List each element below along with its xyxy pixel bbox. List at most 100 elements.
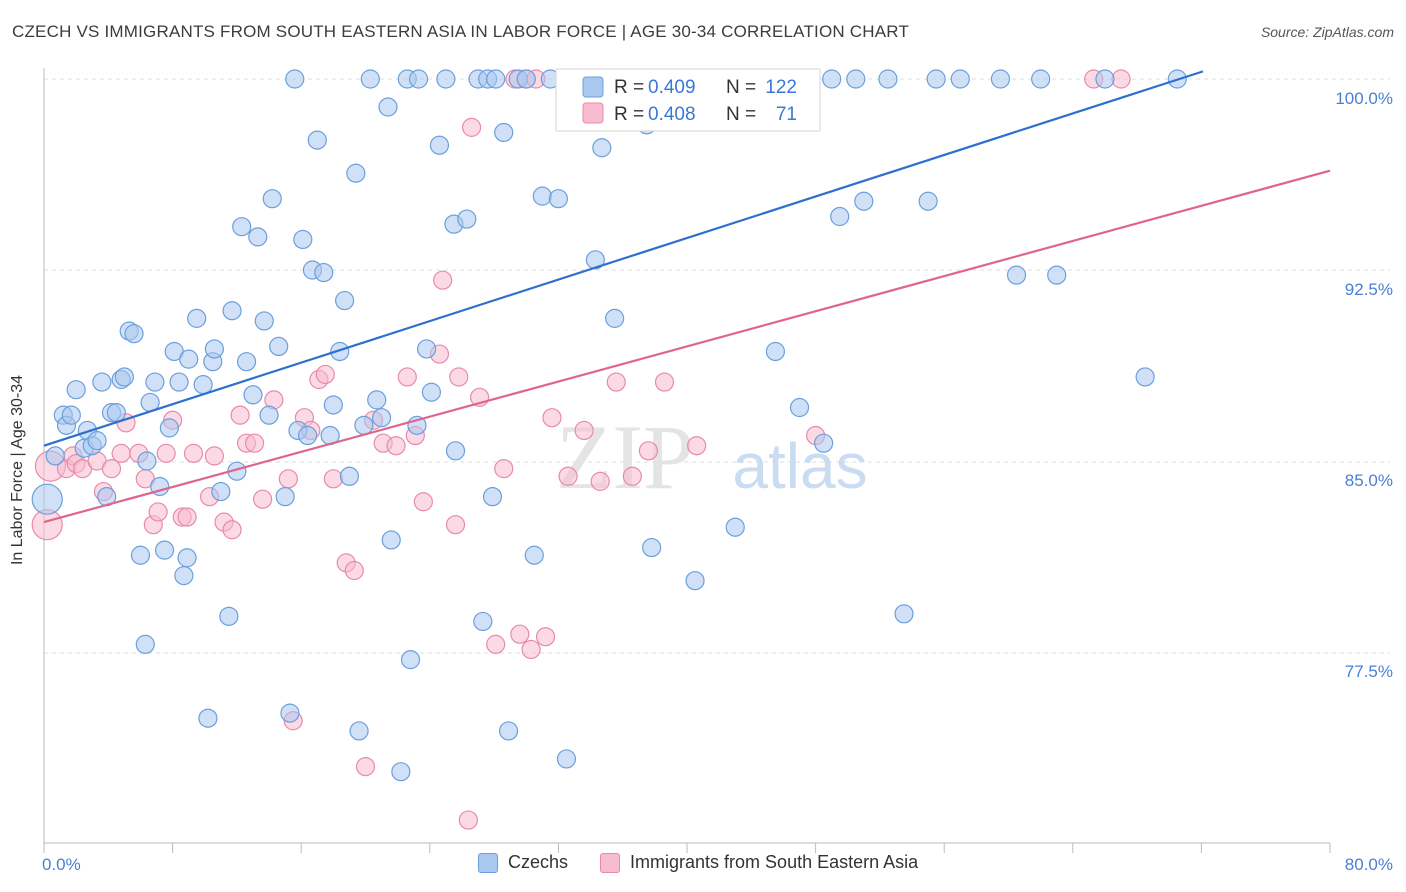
point-czechs-56 — [323, 395, 343, 415]
point-sea-53 — [494, 459, 514, 479]
y-tick-label-85: 85.0% — [1345, 471, 1393, 490]
point-czechs-13 — [106, 403, 126, 423]
point-sea-59 — [535, 627, 556, 647]
point-sea-52 — [486, 634, 506, 654]
point-sea-8 — [101, 459, 122, 479]
point-czechs-116 — [878, 69, 898, 89]
y-tick-label-100: 100.0% — [1335, 89, 1393, 108]
point-czechs-41 — [248, 227, 268, 247]
point-sea-19 — [183, 443, 204, 463]
point-czechs-21 — [145, 372, 165, 392]
y-tick-label-77-5: 77.5% — [1345, 662, 1393, 681]
point-czechs-82 — [486, 69, 506, 89]
legend-item-sea: Immigrants from South Eastern Asia — [600, 852, 918, 873]
point-czechs-34 — [211, 481, 231, 502]
point-czechs-53 — [307, 130, 327, 150]
point-czechs-74 — [429, 135, 450, 155]
point-czechs-40 — [243, 385, 263, 405]
point-czechs-75 — [436, 69, 456, 89]
legend-r-label-1: R = — [614, 77, 644, 98]
point-czechs-62 — [354, 415, 374, 435]
point-sea-68 — [687, 436, 707, 456]
point-czechs-29 — [187, 308, 207, 328]
point-czechs-112 — [822, 69, 842, 89]
point-sea-47 — [449, 367, 469, 387]
point-czechs-23 — [154, 540, 175, 560]
point-czechs-108 — [765, 341, 786, 362]
point-sea-49 — [458, 810, 478, 830]
point-czechs-68 — [391, 762, 411, 782]
y-tick-label-92-5: 92.5% — [1345, 280, 1393, 299]
point-czechs-1 — [45, 446, 65, 466]
point-czechs-63 — [360, 69, 380, 89]
point-czechs-124 — [1047, 265, 1067, 285]
point-czechs-59 — [339, 466, 360, 486]
point-czechs-43 — [259, 405, 279, 425]
legend-r-value-1: 0.409 — [648, 77, 696, 98]
point-czechs-91 — [556, 749, 577, 769]
point-sea-57 — [521, 639, 541, 660]
point-sea-42 — [397, 367, 417, 387]
chart-source: Source: ZipAtlas.com — [1260, 24, 1394, 40]
point-czechs-24 — [159, 418, 179, 438]
bottom-legend: Czechs Immigrants from South Eastern Asi… — [478, 852, 950, 873]
x-tick-label-max: 80.0% — [1345, 855, 1393, 874]
point-czechs-51 — [298, 425, 318, 446]
point-czechs-61 — [349, 721, 369, 741]
point-sea-9 — [111, 443, 131, 463]
point-czechs-42 — [254, 311, 274, 331]
point-czechs-118 — [918, 191, 938, 211]
point-sea-37 — [344, 560, 364, 581]
point-sea-48 — [445, 515, 466, 535]
point-sea-50 — [461, 117, 482, 137]
point-sea-41 — [386, 436, 406, 456]
legend-n-label-1: N = — [726, 77, 756, 98]
point-czechs-33 — [204, 339, 224, 359]
point-czechs-15 — [114, 367, 134, 387]
point-czechs-119 — [926, 69, 946, 89]
point-czechs-96 — [592, 138, 612, 158]
point-czechs-77 — [445, 441, 466, 461]
point-czechs-129 — [137, 451, 157, 471]
point-sea-60 — [542, 408, 562, 428]
point-sea-55 — [510, 624, 530, 644]
watermark-zip: ZIP — [556, 406, 694, 508]
point-sea-38 — [355, 756, 376, 777]
legend-r-label-2: R = — [614, 104, 644, 125]
legend-r-value-2: 0.408 — [648, 104, 696, 125]
point-czechs-113 — [830, 206, 850, 227]
point-czechs-103 — [685, 571, 705, 591]
point-sea-44 — [413, 492, 433, 512]
point-sea-29 — [278, 469, 298, 489]
point-sea-46 — [433, 270, 453, 290]
legend-item-czechs: Czechs — [478, 852, 568, 873]
watermark: ZIP atlas — [556, 406, 868, 508]
point-czechs-48 — [285, 69, 305, 89]
point-czechs-58 — [335, 290, 355, 311]
legend-swatch-czechs — [582, 76, 604, 98]
point-czechs-84 — [498, 721, 519, 741]
point-sea-62 — [574, 420, 594, 441]
point-czechs-4 — [61, 405, 81, 425]
point-czechs-28 — [177, 548, 197, 568]
point-czechs-10 — [92, 372, 112, 392]
point-czechs-5 — [66, 380, 86, 400]
point-sea-35 — [323, 469, 343, 489]
point-czechs-95 — [585, 250, 605, 270]
point-czechs-83 — [494, 122, 514, 143]
point-czechs-46 — [275, 487, 295, 507]
point-czechs-90 — [548, 189, 569, 209]
point-czechs-17 — [124, 324, 144, 344]
point-czechs-60 — [346, 163, 366, 183]
point-czechs-97 — [605, 308, 625, 328]
point-czechs-121 — [990, 69, 1011, 89]
x-tick-label-min: 0.0% — [42, 855, 81, 874]
point-czechs-26 — [169, 372, 189, 392]
point-czechs-87 — [524, 545, 544, 565]
point-sea-67 — [654, 372, 675, 392]
point-czechs-86 — [516, 69, 536, 89]
point-sea-65 — [622, 466, 642, 486]
point-czechs-101 — [642, 537, 662, 558]
point-czechs-9 — [87, 431, 107, 451]
